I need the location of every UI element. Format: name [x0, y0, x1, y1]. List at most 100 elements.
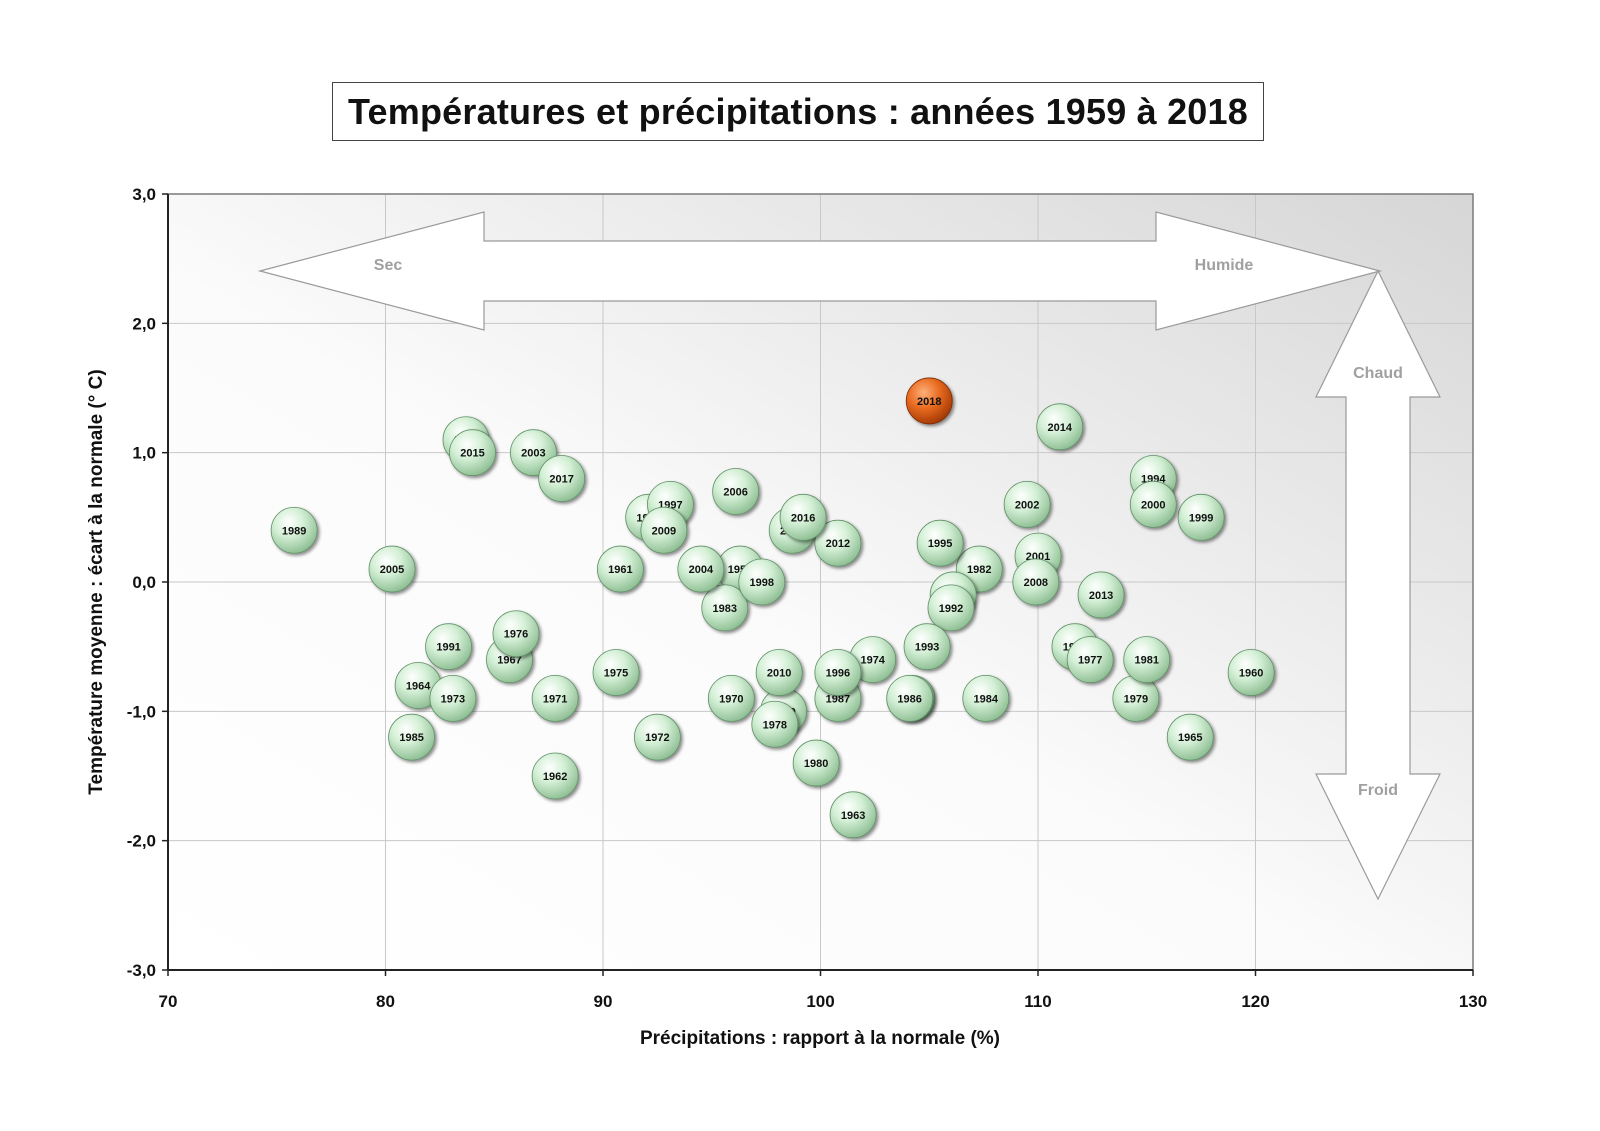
x-tick-label: 130: [1459, 992, 1487, 1011]
data-point-bubble: [538, 455, 586, 502]
data-point-label: 2018: [917, 396, 941, 408]
data-point-label: 1967: [497, 655, 521, 667]
data-point-label: 1995: [928, 538, 952, 550]
data-point-label: 1987: [826, 693, 850, 705]
data-point-bubble: [640, 506, 688, 554]
data-point: 1989: [270, 506, 318, 554]
data-point: 2004: [677, 545, 725, 593]
data-point: 2012: [814, 519, 862, 567]
data-point-bubble: [1066, 636, 1114, 683]
data-point: 1975: [592, 649, 640, 696]
data-point: 2010: [755, 649, 803, 696]
data-point-bubble: [1012, 558, 1060, 606]
data-point-bubble: [1227, 649, 1275, 696]
horizontal-arrow: [257, 211, 1383, 331]
data-point-bubble: [1036, 403, 1084, 451]
chart-title: Températures et précipitations : années …: [348, 90, 1248, 132]
x-tick-label: 80: [376, 992, 395, 1011]
y-tick-label: -2,0: [127, 832, 156, 851]
data-point-label: 1999: [1189, 512, 1213, 524]
data-point: 2013: [1077, 571, 1125, 619]
x-tick-label: 70: [159, 992, 178, 1011]
data-point-bubble: [633, 713, 681, 761]
data-point: 1961: [597, 545, 644, 593]
data-point-label: 2008: [1024, 577, 1048, 589]
data-point-label: 2013: [1089, 590, 1113, 602]
y-tick-label: -3,0: [127, 961, 156, 980]
arrow-label-cold: Froid: [1358, 782, 1398, 799]
data-point: 1977: [1066, 636, 1114, 683]
data-point-label: 2012: [826, 538, 850, 550]
data-point: 1993: [903, 623, 951, 671]
data-point-label: 1972: [645, 732, 669, 744]
data-point-bubble: [368, 545, 416, 593]
data-point-bubble: [751, 700, 799, 748]
data-point-bubble: [388, 713, 436, 761]
data-point: 1973: [429, 675, 477, 722]
data-point-bubble: [677, 545, 725, 593]
x-tick-label: 110: [1024, 992, 1051, 1011]
data-point-label: 2005: [380, 564, 404, 576]
data-point-bubble: [905, 377, 953, 425]
y-tick-label: 1,0: [132, 444, 156, 463]
y-tick-label: 3,0: [132, 185, 156, 204]
data-point-bubble: [886, 675, 934, 722]
data-point-label: 1986: [897, 693, 921, 705]
data-point: 1985: [388, 713, 436, 761]
chart-title-box: Températures et précipitations : années …: [332, 82, 1264, 141]
data-point-bubble: [1077, 571, 1125, 619]
data-point-bubble: [829, 791, 877, 839]
y-axis-title: Température moyenne : écart à la normale…: [86, 369, 107, 794]
data-point: 1976: [492, 610, 540, 658]
data-point-bubble: [1166, 713, 1214, 761]
data-point: 1999: [1177, 493, 1225, 541]
data-point-label: 1961: [608, 564, 632, 576]
axis-ticks: 70 80 90 100 110 120 130 3,0 2,0 1,0 0,0 -1,0 -2,0 -3…: [127, 185, 1487, 1011]
data-point-label: 2014: [1048, 422, 1073, 434]
data-point-label: 1975: [604, 668, 628, 680]
data-point-label: 1991: [436, 642, 460, 654]
data-point-bubble: [701, 584, 749, 632]
data-point: 2000: [1129, 480, 1177, 528]
x-axis-title: Précipitations : rapport à la normale (%…: [640, 1028, 1000, 1049]
data-point-label: 1965: [1178, 732, 1202, 744]
data-point-label: 1985: [399, 732, 423, 744]
data-point-bubble: [597, 545, 644, 593]
arrow-label-wet: Humide: [1195, 257, 1254, 274]
y-tick-label: 0,0: [132, 573, 156, 592]
data-point-bubble: [425, 623, 472, 671]
data-point-label: 1993: [915, 642, 939, 654]
data-point-label: 1983: [713, 603, 737, 615]
data-point-label: 2016: [791, 512, 815, 524]
data-point-label: 1998: [750, 577, 774, 589]
x-tick-label: 100: [806, 992, 834, 1011]
data-point: 1971: [531, 675, 579, 722]
data-point: 1970: [707, 675, 755, 722]
data-point: 2016: [779, 493, 827, 541]
data-point-label: 1960: [1239, 668, 1263, 680]
data-point: 1978: [751, 700, 799, 748]
data-point-bubble: [592, 649, 640, 696]
data-point-bubble: [814, 519, 862, 567]
data-point-label: 2010: [767, 668, 791, 680]
data-point: 2017: [538, 455, 586, 502]
y-tick-label: 2,0: [132, 314, 156, 333]
data-point-bubble: [916, 519, 964, 567]
data-point: 1960: [1227, 649, 1275, 696]
data-point-label: 2000: [1141, 499, 1165, 511]
data-point-label: 1989: [282, 525, 306, 537]
data-point: 1962: [531, 752, 579, 800]
data-point-bubble: [779, 493, 827, 541]
x-tick-label: 120: [1241, 992, 1269, 1011]
data-point-label: 1970: [719, 693, 743, 705]
data-point: 1983: [701, 584, 749, 632]
data-point: 1965: [1166, 713, 1214, 761]
data-point-label: 1977: [1078, 655, 1102, 667]
arrow-label-warm: Chaud: [1353, 365, 1403, 382]
data-point-label: 2015: [460, 448, 484, 460]
data-point-bubble: [1003, 480, 1051, 528]
y-tick-label: -1,0: [127, 702, 156, 721]
data-point-highlight: 2018: [905, 377, 953, 425]
data-point-label: 1962: [543, 771, 567, 783]
